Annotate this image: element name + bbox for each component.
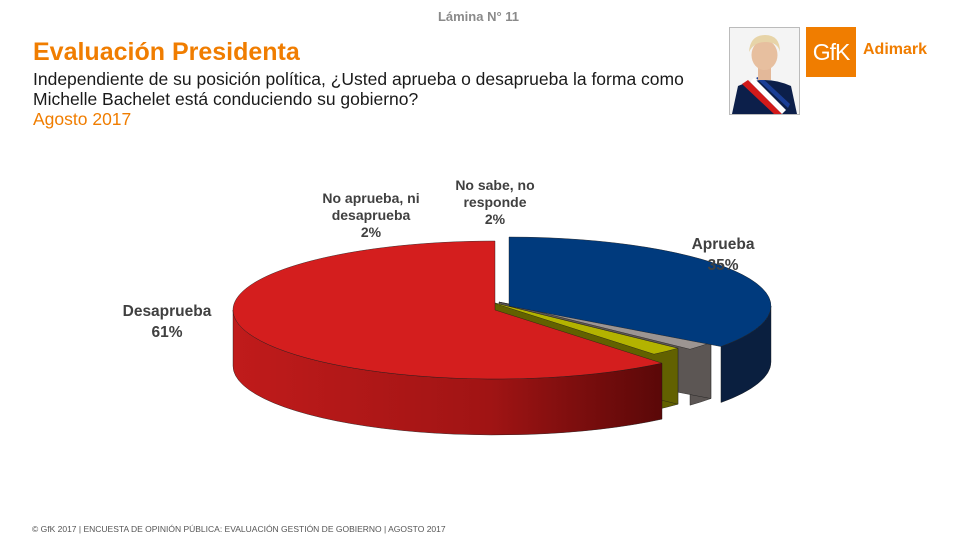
adimark-logo-text: Adimark bbox=[863, 41, 928, 58]
survey-date: Agosto 2017 bbox=[33, 109, 132, 129]
survey-question: Independiente de su posición política, ¿… bbox=[33, 69, 684, 109]
portrait-image bbox=[730, 28, 799, 114]
page-title: Evaluación Presidenta bbox=[33, 38, 300, 66]
gfk-logo: GfK bbox=[806, 27, 856, 77]
slice-ni-aprueba bbox=[486, 300, 679, 355]
president-portrait bbox=[729, 27, 800, 115]
label-ni-aprueba: No aprueba, ni desaprueba 2% bbox=[322, 190, 419, 240]
slide-number: Lámina N° 11 bbox=[437, 9, 520, 24]
label-desaprueba: Desaprueba 61% bbox=[123, 303, 212, 341]
slice-desaprueba bbox=[232, 240, 663, 380]
label-layer: Aprueba 35% No sabe, no responde 2% No aprueb… bbox=[123, 177, 755, 341]
pie-layer bbox=[232, 236, 772, 436]
slice-aprueba bbox=[508, 236, 772, 347]
footer-text: © GfK 2017 | ENCUESTA DE OPINIÓN PÚBLICA… bbox=[32, 524, 446, 534]
label-aprueba: Aprueba 35% bbox=[692, 236, 755, 274]
label-no-sabe: No sabe, no responde 2% bbox=[455, 177, 534, 227]
